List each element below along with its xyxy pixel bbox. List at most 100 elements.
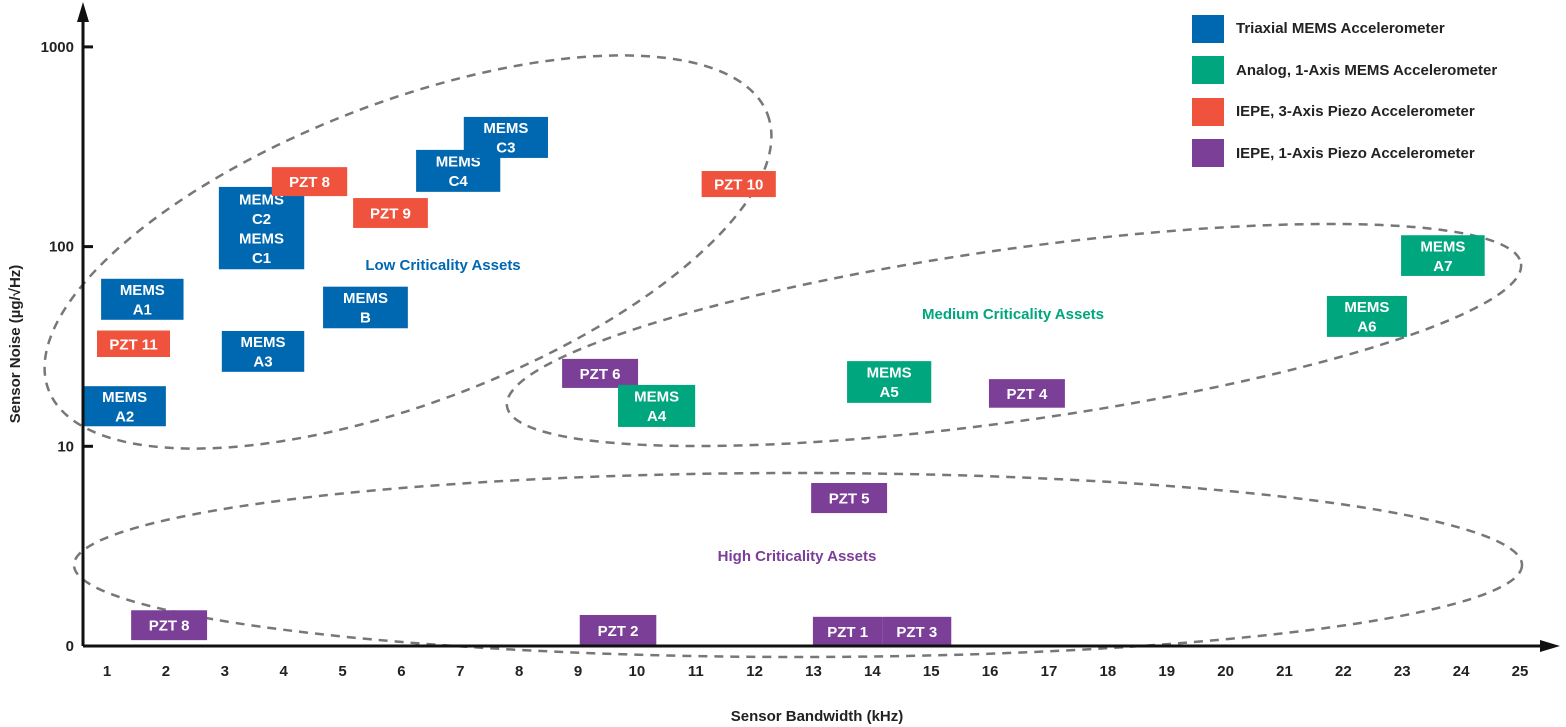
x-tick-label: 1 xyxy=(103,663,111,680)
data-box-label: MEMS xyxy=(483,120,528,137)
data-box-label: PZT 6 xyxy=(580,366,621,383)
y-axis-arrow xyxy=(77,2,89,22)
data-box: MEMS A7 xyxy=(1401,235,1485,276)
data-box-label: MEMS xyxy=(1344,299,1389,316)
data-box: PZT 10 xyxy=(701,171,776,198)
legend-swatch xyxy=(1192,56,1224,85)
data-box-label: MEMS xyxy=(102,389,147,406)
data-box-label: A7 xyxy=(1433,258,1452,275)
data-box-rect xyxy=(562,358,639,388)
data-box-label: PZT 3 xyxy=(896,624,937,641)
y-tick-label: 1000 xyxy=(41,39,74,56)
data-box: MEMS C3 xyxy=(463,116,548,158)
x-tick-label: 10 xyxy=(629,663,646,680)
legend-label: Triaxial MEMS Accelerometer xyxy=(1236,20,1445,38)
data-box-label: PZT 8 xyxy=(289,174,330,191)
data-box-label: MEMS xyxy=(1420,238,1465,255)
x-tick-label: 9 xyxy=(574,663,582,680)
x-tick-label: 23 xyxy=(1394,663,1411,680)
axis-ticks: 1 2 3 4 5 6 7 8 9 10 11 12 13 14 15 16 17 18 19 20 21 22 23 24 2… xyxy=(41,39,1529,680)
data-box-label: MEMS xyxy=(343,290,388,307)
region-label-low: Low Criticality Assets xyxy=(365,257,520,274)
x-tick-label: 4 xyxy=(279,663,288,680)
region-label-medium: Medium Criticality Assets xyxy=(922,306,1104,323)
legend: Triaxial MEMS Accelerometer Analog, 1-Ax… xyxy=(1192,8,1497,174)
data-box: MEMS A1 xyxy=(101,278,184,320)
x-tick-label: 8 xyxy=(515,663,523,680)
data-box-label: MEMS xyxy=(239,230,284,247)
legend-item-analog-mems: Analog, 1-Axis MEMS Accelerometer xyxy=(1192,50,1497,92)
criticality-regions xyxy=(43,54,1524,659)
data-box: MEMS B xyxy=(323,286,408,329)
legend-swatch xyxy=(1192,14,1224,43)
x-tick-label: 15 xyxy=(923,663,940,680)
x-tick-label: 6 xyxy=(397,663,405,680)
y-axis-title: Sensor Noise (µg/√Hz) xyxy=(7,265,24,424)
legend-label: Analog, 1-Axis MEMS Accelerometer xyxy=(1236,61,1498,79)
x-tick-label: 19 xyxy=(1158,663,1175,680)
data-box: PZT 9 xyxy=(353,198,428,228)
data-box-label: PZT 5 xyxy=(829,491,870,508)
legend-label: IEPE, 1-Axis Piezo Accelerometer xyxy=(1236,144,1475,162)
x-tick-label: 16 xyxy=(982,663,999,680)
data-box-rect xyxy=(988,379,1065,408)
data-box-rect xyxy=(618,384,696,427)
data-box-label: MEMS xyxy=(241,334,286,351)
x-tick-label: 22 xyxy=(1335,663,1352,680)
data-box-label: MEMS xyxy=(120,282,165,299)
x-tick-label: 25 xyxy=(1512,663,1529,680)
data-box-rect xyxy=(271,167,348,197)
x-tick-label: 14 xyxy=(864,663,881,680)
data-box-label: PZT 8 xyxy=(149,618,190,635)
data-box-label: A6 xyxy=(1357,319,1376,336)
data-box-label: MEMS xyxy=(634,389,679,406)
data-box-label: PZT 9 xyxy=(370,206,411,223)
data-box: PZT 5 xyxy=(811,482,888,514)
data-box: MEMS A2 xyxy=(83,386,166,427)
data-box-rect xyxy=(323,286,408,329)
axes xyxy=(81,14,1545,648)
data-box: PZT 1 xyxy=(812,616,883,646)
y-tick-label: 10 xyxy=(57,438,74,455)
legend-swatch xyxy=(1192,97,1224,126)
data-box-label: PZT 11 xyxy=(109,336,157,353)
data-box-rect xyxy=(96,330,170,358)
data-box-label: A1 xyxy=(133,302,152,319)
data-box-label: C2 xyxy=(252,211,271,228)
y-tick-label: 0 xyxy=(66,638,74,655)
data-box-label: B xyxy=(360,310,371,327)
legend-label: IEPE, 3-Axis Piezo Accelerometer xyxy=(1236,103,1475,121)
x-tick-label: 7 xyxy=(456,663,464,680)
x-tick-label: 12 xyxy=(746,663,763,680)
data-box: MEMS A5 xyxy=(847,361,932,403)
legend-swatch xyxy=(1192,139,1224,168)
data-box-rect xyxy=(847,361,932,403)
legend-item-triaxial-mems: Triaxial MEMS Accelerometer xyxy=(1192,8,1497,50)
x-tick-label: 11 xyxy=(688,663,704,680)
y-tick-label: 100 xyxy=(49,239,74,256)
x-tick-label: 17 xyxy=(1041,663,1058,680)
x-tick-label: 13 xyxy=(805,663,822,680)
data-box-label: PZT 10 xyxy=(714,177,763,194)
data-box-rect xyxy=(579,614,657,646)
data-boxes: MEMS A1 PZT 11 MEMS A2 MEMS C2 MEMS C1 PZT 8 PZT 9… xyxy=(83,116,1485,646)
x-tick-label: 5 xyxy=(338,663,346,680)
data-box-label: C1 xyxy=(252,250,271,267)
region-label-high: High Criticality Assets xyxy=(718,548,877,565)
data-box-rect xyxy=(811,482,888,514)
data-box-rect xyxy=(1401,235,1485,276)
data-box-label: MEMS xyxy=(867,365,912,382)
data-box-label: A2 xyxy=(115,408,134,425)
data-box: PZT 4 xyxy=(988,379,1065,408)
data-box-rect xyxy=(463,116,548,158)
data-box: MEMS A4 xyxy=(618,384,696,427)
x-tick-label: 24 xyxy=(1453,663,1470,680)
x-tick-label: 2 xyxy=(162,663,170,680)
medium-criticality-region xyxy=(505,222,1523,448)
legend-item-iepe-1axis: IEPE, 1-Axis Piezo Accelerometer xyxy=(1192,133,1497,175)
data-box: MEMS A3 xyxy=(221,330,305,372)
data-box: PZT 6 xyxy=(562,358,639,388)
data-box-rect xyxy=(882,616,952,646)
x-tick-label: 20 xyxy=(1217,663,1234,680)
